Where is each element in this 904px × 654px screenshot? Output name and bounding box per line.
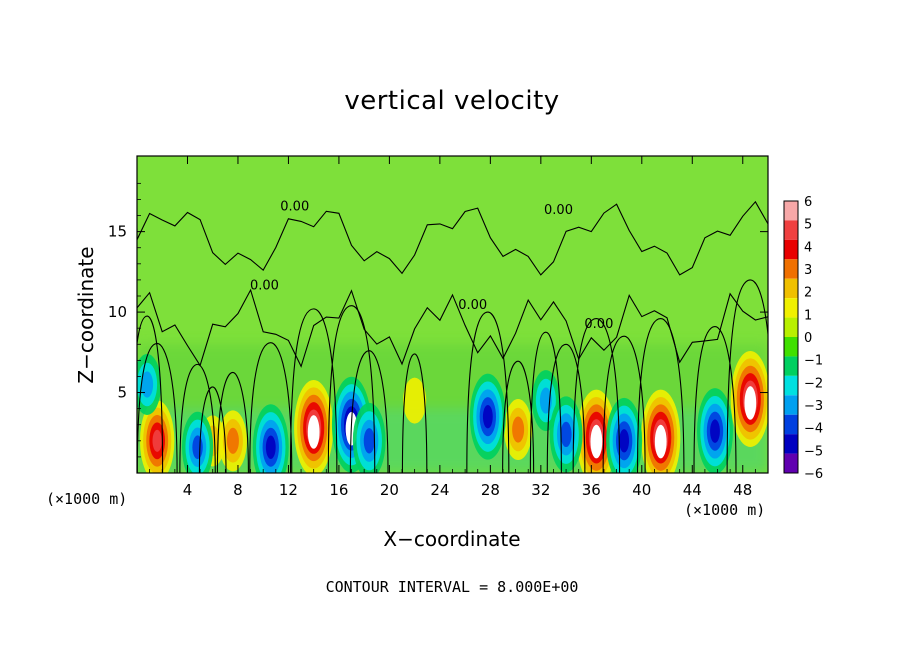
zero-contour-upper xyxy=(137,200,768,276)
y-tick-label-2: 15 xyxy=(108,223,127,241)
updraft-cell-4 xyxy=(403,377,427,424)
colorbar-label-11: −5 xyxy=(804,444,823,459)
contour-label-2: 0.00 xyxy=(458,298,487,313)
contour-label-3: 0.00 xyxy=(544,203,573,218)
zero-contour-lower xyxy=(137,279,768,473)
downdraft-cell-4 xyxy=(352,402,386,473)
colorbar-swatch-8 xyxy=(784,356,798,376)
colorbar-label-6: 0 xyxy=(804,331,812,346)
colorbar-swatch-9 xyxy=(784,375,798,396)
contour-label-0: 0.00 xyxy=(280,200,309,215)
x-axis-ticks: 4 8 12 16 20 24 28 32 36 40 44 48 xyxy=(149,156,756,499)
colorbar-label-0: 6 xyxy=(804,195,812,210)
colorbar-label-10: −4 xyxy=(804,422,823,437)
colorbar-label-8: −2 xyxy=(804,376,823,391)
colorbar: 6 5 4 3 2 1 0 −1 −2 −3 −4 −5 −6 xyxy=(783,195,823,482)
colorbar-label-5: 1 xyxy=(804,308,812,323)
x-unit-label: (×1000 m) xyxy=(684,501,766,519)
x-tick-label-5: 24 xyxy=(430,481,449,499)
y-tick-label-1: 10 xyxy=(108,303,127,321)
x-tick-label-1: 8 xyxy=(233,481,243,499)
contour-label-1: 0.00 xyxy=(250,279,279,294)
x-tick-label-3: 16 xyxy=(329,481,348,499)
x-tick-label-11: 48 xyxy=(733,481,752,499)
colorbar-swatch-6 xyxy=(784,317,798,337)
colorbar-swatch-13 xyxy=(784,453,798,473)
colorbar-swatch-12 xyxy=(784,434,798,454)
x-axis-label: X−coordinate xyxy=(383,527,521,551)
y-axis-ticks: 5 10 15 xyxy=(108,182,768,458)
x-tick-label-4: 20 xyxy=(380,481,399,499)
colorbar-swatch-11 xyxy=(784,414,798,435)
colorbar-swatch-1 xyxy=(784,220,798,240)
contour-label-4: 0.00 xyxy=(584,317,613,332)
updraft-cell-8 xyxy=(730,350,768,447)
updraft-cell-5 xyxy=(504,399,533,461)
updraft-cell-3 xyxy=(294,379,334,473)
downdraft-cell-0 xyxy=(137,354,162,415)
x-tick-label-9: 40 xyxy=(632,481,651,499)
x-tick-label-8: 36 xyxy=(582,481,601,499)
zero-contour-middle xyxy=(137,288,768,368)
downdraft-cell-9 xyxy=(697,388,733,473)
colorbar-swatch-3 xyxy=(784,259,798,279)
downdraft-cell-1 xyxy=(181,411,214,473)
colorbar-label-1: 5 xyxy=(804,218,812,233)
colorbar-swatch-2 xyxy=(784,239,798,260)
contour-labels: 0.00 0.00 0.00 0.00 0.00 xyxy=(250,200,613,332)
colorbar-swatch-4 xyxy=(784,278,798,299)
z-unit-label: (×1000 m) xyxy=(46,490,128,508)
downdraft-cell-7 xyxy=(549,396,583,473)
colorbar-label-12: −6 xyxy=(804,467,823,482)
colorbar-label-4: 2 xyxy=(804,286,812,301)
chart-title: vertical velocity xyxy=(344,86,560,116)
colorbar-swatch-5 xyxy=(784,298,798,318)
colorbar-swatch-0 xyxy=(784,201,798,221)
colorbar-label-9: −3 xyxy=(804,399,823,414)
x-tick-label-7: 32 xyxy=(531,481,550,499)
colorbar-label-2: 4 xyxy=(804,240,812,255)
downdraft-cell-8 xyxy=(606,397,643,473)
zero-contours xyxy=(137,200,768,473)
x-tick-label-0: 4 xyxy=(183,481,193,499)
velocity-cells xyxy=(137,350,768,473)
contour-interval-note: CONTOUR INTERVAL = 8.000E+00 xyxy=(325,578,579,596)
colorbar-label-3: 3 xyxy=(804,263,812,278)
downdraft-cell-5 xyxy=(469,373,506,460)
x-tick-label-10: 44 xyxy=(683,481,702,499)
downdraft-cell-2 xyxy=(252,404,289,473)
colorbar-swatch-7 xyxy=(784,337,798,357)
x-tick-label-2: 12 xyxy=(279,481,298,499)
y-tick-label-0: 5 xyxy=(117,384,127,402)
x-tick-label-6: 28 xyxy=(481,481,500,499)
colorbar-label-7: −1 xyxy=(804,354,823,369)
updraft-cell-7 xyxy=(641,389,681,473)
colorbar-swatch-10 xyxy=(784,395,798,415)
